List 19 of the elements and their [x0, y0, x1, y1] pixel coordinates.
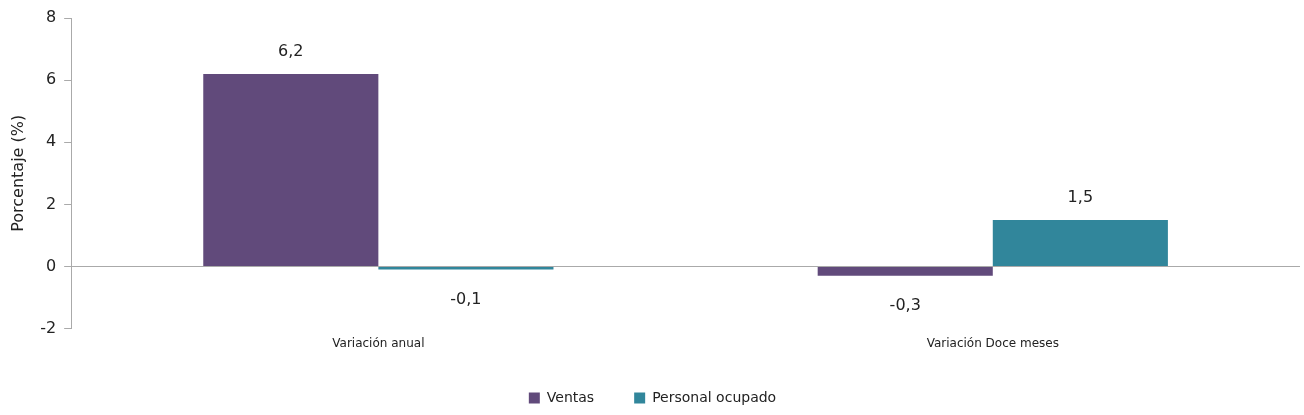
x-tick-label: Variación anual [332, 335, 425, 350]
bar [992, 219, 1168, 266]
bar [817, 266, 993, 276]
bar [378, 266, 554, 270]
legend-label: Ventas [546, 388, 595, 405]
bar [203, 73, 379, 266]
y-axis-title: Porcentaje (%) [7, 114, 27, 232]
y-tick-label: -2 [40, 317, 57, 337]
data-label: -0,1 [450, 288, 482, 308]
y-tick-label: 6 [45, 69, 57, 89]
y-tick-label: 8 [45, 7, 57, 27]
y-tick-label: 0 [45, 255, 57, 275]
y-tick-label: 4 [45, 131, 57, 151]
x-tick-label: Variación Doce meses [926, 335, 1059, 350]
data-label: 1,5 [1067, 187, 1094, 207]
data-label: 6,2 [278, 41, 304, 61]
y-tick-label: 2 [45, 193, 57, 213]
legend-label: Personal ocupado [652, 388, 777, 405]
data-label: -0,3 [889, 294, 921, 314]
